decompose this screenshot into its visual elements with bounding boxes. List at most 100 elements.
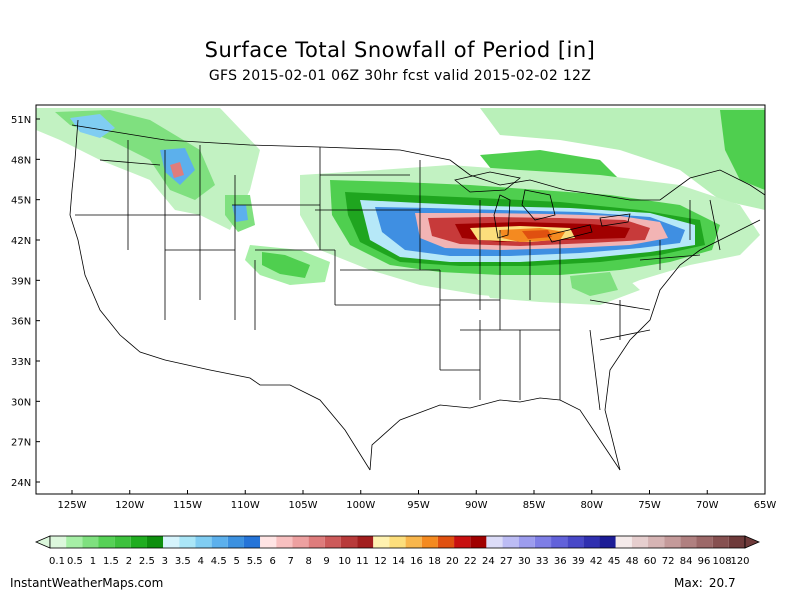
lat-label: 51N: [11, 115, 31, 126]
map-subtitle: GFS 2015-02-01 06Z 30hr fcst valid 2015-…: [208, 68, 592, 84]
lat-label: 27N: [11, 438, 31, 449]
colorbar-swatch: [195, 536, 212, 548]
colorbar-label: 27: [500, 556, 513, 567]
lon-label: 120W: [115, 500, 144, 511]
colorbar-swatch: [728, 536, 745, 548]
colorbar-swatch: [308, 536, 325, 548]
colorbar-swatch: [486, 536, 503, 548]
snow-area-northwest-red: [170, 162, 184, 178]
colorbar-swatch: [276, 536, 293, 548]
lon-label: 115W: [173, 500, 202, 511]
lon-label: 70W: [696, 500, 719, 511]
lon-label: 95W: [407, 500, 430, 511]
lon-label: 105W: [289, 500, 318, 511]
colorbar-swatch: [437, 536, 455, 548]
colorbar-label: 60: [644, 556, 657, 567]
colorbar-swatch: [98, 536, 115, 548]
colorbar-label: 3.5: [175, 556, 191, 567]
colorbar-label: 24: [482, 556, 495, 567]
colorbar-label: 4: [198, 556, 204, 567]
colorbar-label: 14: [392, 556, 405, 567]
snow-area-northwest: [36, 108, 260, 230]
colorbar-label: 7: [287, 556, 293, 567]
west-coast: [69, 119, 166, 361]
colorbar-swatch: [648, 536, 665, 548]
lat-label: 45N: [11, 196, 31, 207]
boundaries: [69, 119, 765, 471]
colorbar-label: 5: [234, 556, 240, 567]
colorbar-label: 0.1: [49, 556, 65, 567]
lon-label: 90W: [465, 500, 488, 511]
colorbar-swatch: [227, 536, 244, 548]
colorbar-swatch: [82, 536, 99, 548]
colorbar-swatch: [50, 536, 67, 548]
colorbar-label: 12: [374, 556, 387, 567]
colorbar-label: 3: [162, 556, 168, 567]
colorbar-label: 96: [698, 556, 711, 567]
snow-area-northeast-canada-green: [720, 110, 765, 190]
colorbar-swatch: [518, 536, 535, 548]
lat-label: 36N: [11, 317, 31, 328]
snow-area-appalachian: [570, 272, 618, 296]
colorbar-label: 2.5: [139, 556, 155, 567]
colorbar-swatch: [340, 536, 358, 548]
snow-area-wyoming-blue: [232, 205, 248, 222]
site-credit: InstantWeatherMaps.com: [10, 576, 164, 590]
colorbar-label: 8: [305, 556, 311, 567]
colorbar-swatch: [389, 536, 406, 548]
lon-label: 80W: [580, 500, 603, 511]
snow-area-northwest-blue: [70, 114, 115, 138]
lake-huron: [521, 189, 556, 221]
lon-label: 85W: [523, 500, 546, 511]
colorbar-swatch: [243, 536, 261, 548]
lake-erie: [547, 224, 593, 243]
colorbar-swatch: [551, 536, 568, 548]
colorbar-label: 108: [712, 556, 731, 567]
colorbar-swatch: [534, 536, 552, 548]
colorbar-right-arrow: [744, 535, 761, 549]
snow-area-northeast-canada: [480, 108, 765, 210]
colorbar-label: 33: [536, 556, 549, 567]
lat-label: 33N: [11, 357, 31, 368]
colorbar-label: 42: [590, 556, 603, 567]
longitude-labels: 125W 120W 115W 110W 105W 100W 95W 90W 85W 80W 75W 7…: [58, 490, 776, 511]
colorbar-swatch: [583, 536, 600, 548]
colorbar-swatch: [130, 536, 147, 548]
us-canada-border: [71, 124, 765, 201]
colorbar-swatch: [421, 536, 438, 548]
colorbar-label: 36: [554, 556, 567, 567]
colorbar-swatch: [373, 536, 390, 548]
colorbar-label: 48: [626, 556, 639, 567]
lon-label: 100W: [346, 500, 375, 511]
colorbar-label: 30: [518, 556, 531, 567]
colorbar-label: 9: [323, 556, 329, 567]
colorbar: [34, 535, 761, 549]
colorbar-swatch: [357, 536, 374, 548]
colorbar-swatch: [260, 536, 277, 548]
colorbar-swatch: [599, 536, 616, 548]
colorbar-label: 11: [356, 556, 369, 567]
lake-ontario: [599, 213, 631, 227]
colorbar-swatch: [567, 536, 584, 548]
map-frame: [35, 104, 766, 495]
lat-label: 39N: [11, 276, 31, 287]
colorbar-label: 39: [572, 556, 585, 567]
colorbar-swatch: [680, 536, 697, 548]
map-title: Surface Total Snowfall of Period [in]: [204, 38, 596, 62]
colorbar-label: 1.5: [103, 556, 119, 567]
lon-label: 125W: [58, 500, 87, 511]
colorbar-swatch: [631, 536, 649, 548]
max-label: Max:: [674, 576, 703, 590]
lat-label: 42N: [11, 236, 31, 247]
colorbar-swatch: [696, 536, 713, 548]
snowfall-shading: [36, 108, 765, 305]
colorbar-label: 45: [608, 556, 621, 567]
lat-label: 30N: [11, 397, 31, 408]
colorbar-label: 1: [90, 556, 96, 567]
colorbar-label: 10: [338, 556, 351, 567]
lat-label: 24N: [11, 478, 31, 489]
colorbar-label: 18: [428, 556, 441, 567]
colorbar-swatch: [712, 536, 729, 548]
colorbar-label: 5.5: [247, 556, 263, 567]
